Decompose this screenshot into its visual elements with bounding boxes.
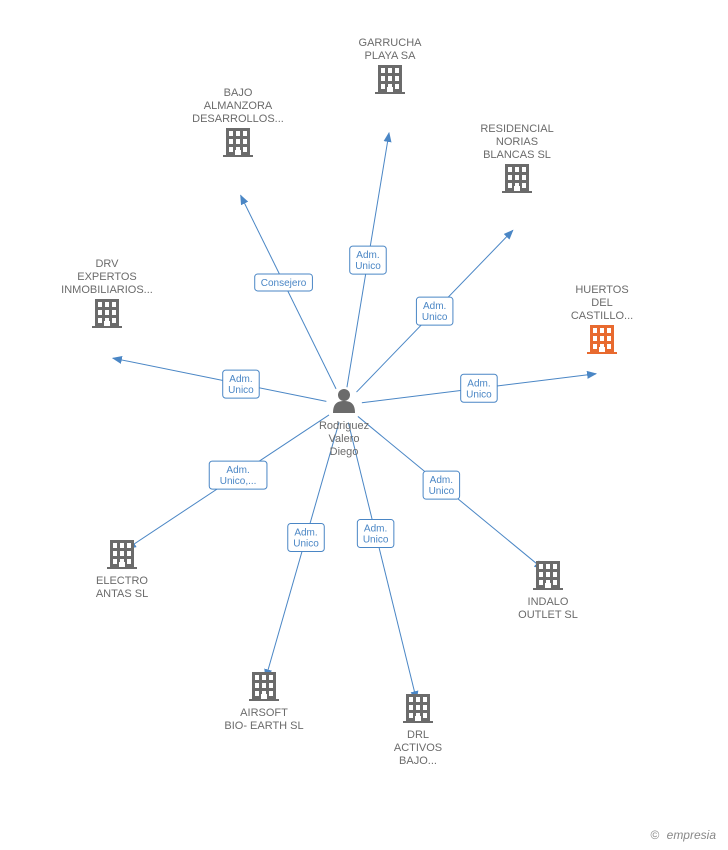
svg-text:Adm.Unico: Adm.Unico [228,374,254,396]
edge-bajo [241,195,336,388]
company-node-huertos: HUERTOSDELCASTILLO... [571,284,633,354]
edge-drv [113,358,326,401]
svg-text:Consejero: Consejero [261,278,307,289]
building-icon [107,540,137,569]
building-icon [92,299,122,328]
building-icon [533,561,563,590]
svg-text:Adm.Unico: Adm.Unico [293,527,319,549]
svg-text:DRLACTIVOSBAJO...: DRLACTIVOSBAJO... [394,729,442,767]
svg-text:Adm.Unico: Adm.Unico [363,524,389,546]
svg-text:DRVEXPERTOSINMOBILIARIOS...: DRVEXPERTOSINMOBILIARIOS... [61,258,153,296]
company-node-norias: RESIDENCIALNORIASBLANCAS SL [480,123,553,193]
company-node-indalo: INDALOOUTLET SL [518,561,578,621]
svg-text:RodriguezValeroDiego: RodriguezValeroDiego [319,420,369,458]
svg-text:AIRSOFTBIO- EARTH SL: AIRSOFTBIO- EARTH SL [224,707,303,732]
building-icon [223,128,253,157]
building-icon [375,65,405,94]
network-diagram: Adm.Unico Consejero Adm.Unico Adm.Unico Adm.… [0,0,728,850]
company-node-drl: DRLACTIVOSBAJO... [394,694,442,767]
svg-text:Adm.Unico: Adm.Unico [429,475,455,497]
company-node-garrucha: GARRUCHAPLAYA SA [359,37,423,94]
company-node-bajo: BAJOALMANZORADESARROLLOS... [192,87,284,157]
building-icon [403,694,433,723]
svg-text:HUERTOSDELCASTILLO...: HUERTOSDELCASTILLO... [571,284,633,322]
svg-text:Adm.Unico: Adm.Unico [355,250,381,272]
svg-text:INDALOOUTLET SL: INDALOOUTLET SL [518,596,578,621]
company-node-electro: ELECTROANTAS SL [96,540,149,600]
edge-drl [348,422,416,700]
watermark: © empresia [650,828,716,842]
building-icon [587,325,617,354]
company-node-drv: DRVEXPERTOSINMOBILIARIOS... [61,258,153,328]
center-person-node: RodriguezValeroDiego [319,389,369,458]
building-icon [502,164,532,193]
svg-text:GARRUCHAPLAYA SA: GARRUCHAPLAYA SA [359,37,423,62]
svg-text:ELECTROANTAS SL: ELECTROANTAS SL [96,575,149,600]
svg-text:Adm.Unico: Adm.Unico [422,301,448,323]
company-node-airsoft: AIRSOFTBIO- EARTH SL [224,672,303,732]
building-icon [249,672,279,701]
copyright-symbol: © [650,828,659,842]
svg-text:BAJOALMANZORADESARROLLOS...: BAJOALMANZORADESARROLLOS... [192,87,284,125]
watermark-brand: empresia [667,828,716,842]
svg-text:RESIDENCIALNORIASBLANCAS SL: RESIDENCIALNORIASBLANCAS SL [480,123,553,161]
svg-text:Adm.Unico: Adm.Unico [466,378,492,400]
